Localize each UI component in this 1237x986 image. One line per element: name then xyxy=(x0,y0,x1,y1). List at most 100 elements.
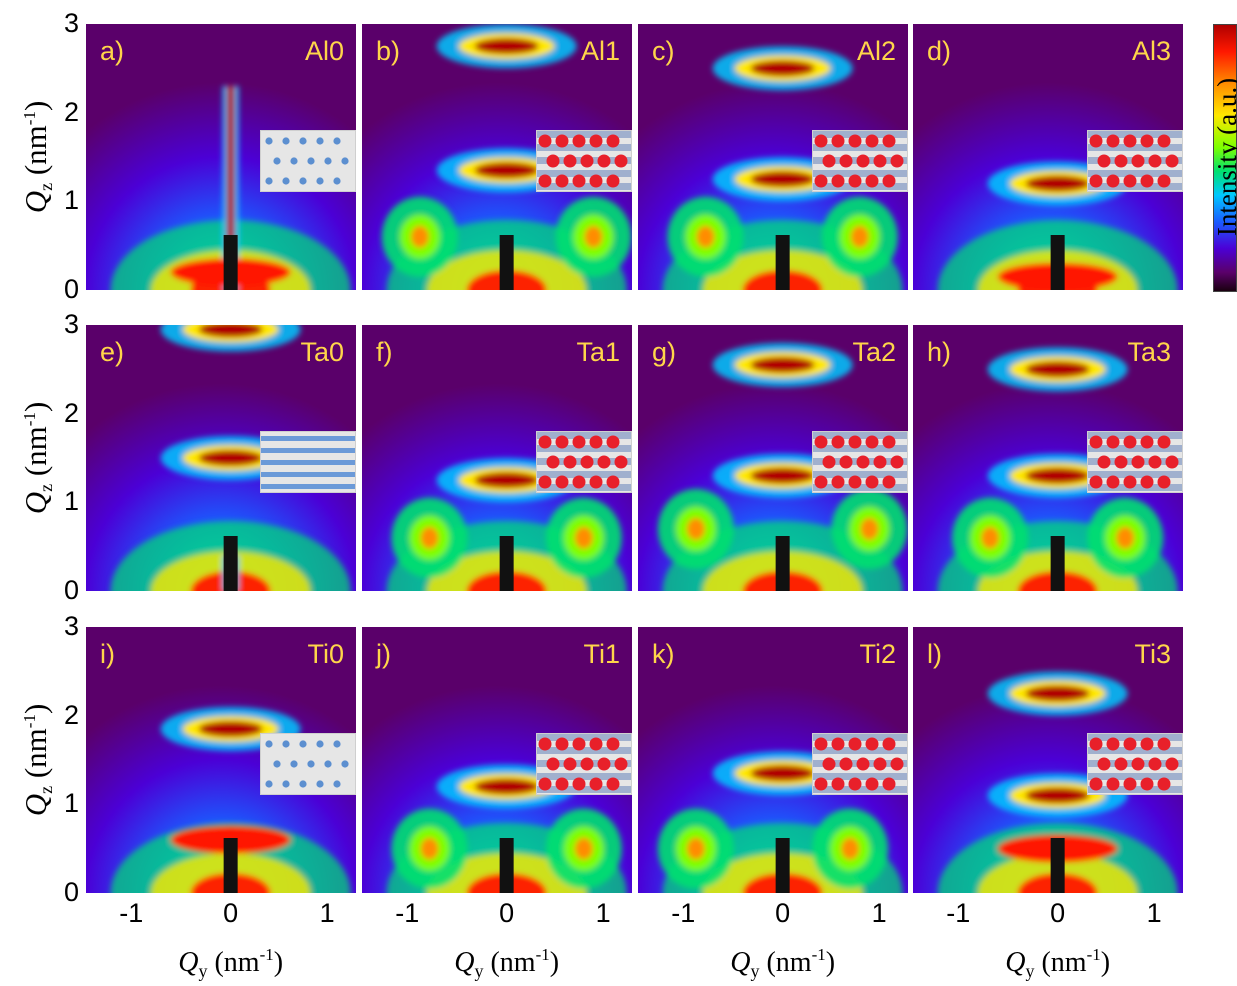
beamstop xyxy=(1050,235,1065,290)
y-tick-label: 2 xyxy=(64,699,80,730)
panel-label: g) xyxy=(652,337,677,367)
scattering-panel: k) Ti2 xyxy=(638,627,908,893)
peak-core xyxy=(750,765,815,782)
axis-symbol: Q xyxy=(730,947,751,978)
x-axis-title: Qy (nm-1) xyxy=(397,946,617,980)
structure-inset xyxy=(812,431,908,493)
x-tick-label: 0 xyxy=(1050,898,1066,928)
axis-subscript: y xyxy=(750,961,760,981)
beamstop xyxy=(223,536,238,591)
scattering-panel: g) Ta2 xyxy=(638,325,908,591)
peak-core xyxy=(474,778,539,795)
peak-core xyxy=(474,162,539,179)
x-tick-label: 0 xyxy=(775,898,791,928)
x-tick-label: -1 xyxy=(395,898,420,928)
sample-name: Ti2 xyxy=(859,639,896,669)
lobe-core xyxy=(584,225,603,248)
panel-label: l) xyxy=(927,639,942,669)
lobe-core xyxy=(981,526,1000,549)
axis-unit: (nm xyxy=(759,947,812,978)
sample-name: Ti0 xyxy=(307,639,344,669)
lobe-core xyxy=(574,837,593,860)
x-axis-title: Qy (nm-1) xyxy=(948,946,1168,980)
peak-core xyxy=(750,60,815,77)
axis-subscript: y xyxy=(474,961,484,981)
sample-name: Ti1 xyxy=(583,639,620,669)
axis-unit-close: ) xyxy=(825,947,836,978)
sample-name: Ta1 xyxy=(576,337,620,367)
beamstop xyxy=(1050,838,1065,893)
panel-label: f) xyxy=(376,337,393,367)
beamstop xyxy=(775,536,790,591)
sample-name: Ti3 xyxy=(1134,639,1171,669)
y-axis-title: Qz (nm-1) xyxy=(10,47,56,267)
peak-core xyxy=(750,356,815,373)
lobe-core xyxy=(420,837,439,860)
axis-subscript: z xyxy=(36,182,56,191)
axis-unit-close: ) xyxy=(273,947,284,978)
y-tick-label: 2 xyxy=(64,397,80,428)
panel-label: a) xyxy=(100,36,125,66)
structure-inset xyxy=(260,733,356,795)
peak-core xyxy=(1025,175,1090,192)
intensity-map xyxy=(362,627,632,893)
axis-unit-exponent: -1 xyxy=(20,714,39,729)
axis-unit: (nm xyxy=(483,947,536,978)
x-tick-label: 1 xyxy=(1146,898,1162,928)
scattering-panel: h) Ta3 xyxy=(913,325,1183,591)
lobe-core xyxy=(1116,526,1135,549)
peak-core xyxy=(750,467,815,484)
axis-unit: (nm xyxy=(207,947,260,978)
sample-name: Ta0 xyxy=(300,337,344,367)
structure-inset xyxy=(536,431,632,493)
peak-core xyxy=(1025,467,1090,484)
lobe-core xyxy=(410,225,429,248)
axis-unit: (nm xyxy=(18,728,53,786)
sample-name: Ta3 xyxy=(1127,337,1171,367)
sample-name: Al2 xyxy=(856,36,896,66)
beamstop xyxy=(499,838,514,893)
axis-unit: (nm xyxy=(18,125,53,183)
panel-label: j) xyxy=(376,639,391,669)
axis-unit-exponent: -1 xyxy=(20,412,39,427)
y-tick-label: 1 xyxy=(64,788,80,819)
axis-unit: (nm xyxy=(18,426,53,484)
peak-core xyxy=(198,720,263,737)
x-axis-title: Qy (nm-1) xyxy=(121,946,341,980)
axis-symbol: Q xyxy=(178,947,199,978)
axis-subscript: z xyxy=(36,785,56,794)
y-axis-title: Qz (nm-1) xyxy=(10,348,56,568)
beamstop xyxy=(499,235,514,290)
axis-symbol: Q xyxy=(454,947,475,978)
structure-inset xyxy=(812,733,908,795)
y-tick-label: 2 xyxy=(64,96,80,127)
axis-unit-close: ) xyxy=(18,703,53,715)
peak-core xyxy=(198,450,263,466)
scattering-panel: i) Ti0 xyxy=(86,627,356,893)
scattering-panel: l) Ti3 xyxy=(913,627,1183,893)
axis-subscript: z xyxy=(36,483,56,492)
intensity-map xyxy=(913,325,1183,591)
y-tick-label: 1 xyxy=(64,486,80,517)
x-tick-label: -1 xyxy=(671,898,696,928)
panel-label: e) xyxy=(100,337,125,367)
panel-label: d) xyxy=(927,36,952,66)
y-tick-label: 0 xyxy=(64,274,80,304)
axis-unit-exponent: -1 xyxy=(20,111,39,126)
axis-symbol: Q xyxy=(18,190,53,214)
scattering-panel: a) Al0 xyxy=(86,24,356,290)
lobe-core xyxy=(686,517,705,540)
axis-unit-close: ) xyxy=(18,401,53,413)
panel-label: c) xyxy=(652,36,675,66)
beamstop xyxy=(223,235,238,290)
axis-symbol: Q xyxy=(18,793,53,817)
axis-unit-close: ) xyxy=(549,947,560,978)
y-tick-label: 0 xyxy=(64,575,80,605)
lobe-core xyxy=(841,837,860,860)
sample-name: Al1 xyxy=(580,36,620,66)
sample-name: Al3 xyxy=(1131,36,1171,66)
structure-inset xyxy=(1087,130,1183,192)
structure-inset xyxy=(1087,733,1183,795)
structure-inset xyxy=(536,733,632,795)
lobe-core xyxy=(574,526,593,549)
